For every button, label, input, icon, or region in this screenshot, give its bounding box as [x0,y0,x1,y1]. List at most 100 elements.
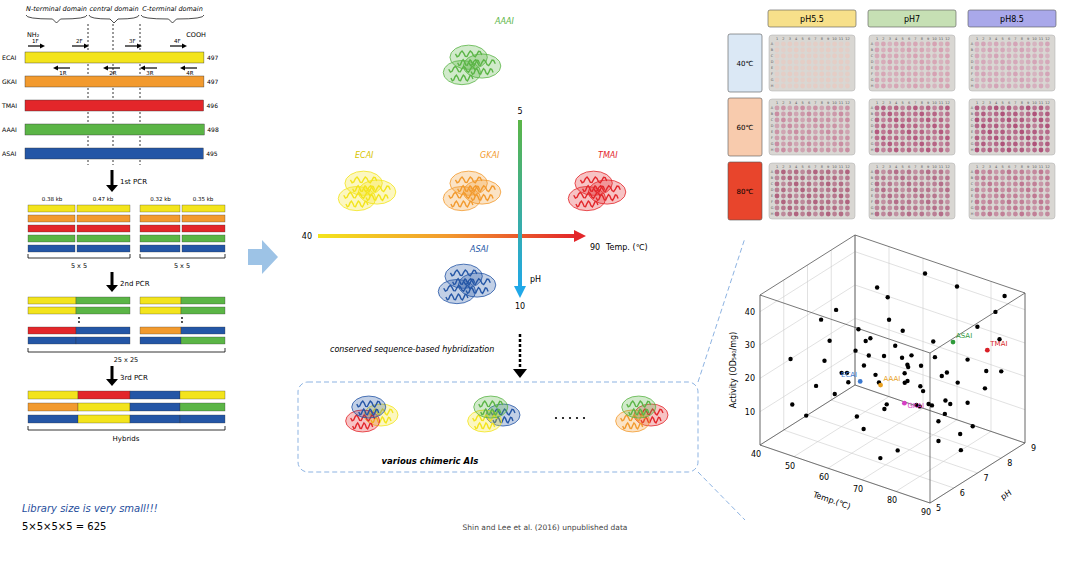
svg-text:E: E [871,66,873,70]
svg-text:ECAI: ECAI [2,54,16,61]
svg-text:1: 1 [976,101,978,105]
svg-text:12: 12 [845,37,849,41]
svg-text:E: E [771,194,773,198]
svg-text:10: 10 [932,101,936,105]
svg-text:H: H [971,84,974,88]
svg-text:A: A [871,106,874,110]
svg-text:3: 3 [989,101,991,105]
svg-text:12: 12 [945,37,949,41]
svg-text:Library size is very small!!!: Library size is very small!!! [22,503,158,514]
svg-text:1: 1 [776,101,778,105]
svg-text:50: 50 [785,462,795,471]
svg-text:1: 1 [976,37,978,41]
svg-text:8: 8 [821,165,823,169]
svg-text:A: A [771,170,774,174]
svg-text:B: B [971,48,974,52]
svg-text:497: 497 [207,54,219,61]
svg-text:7: 7 [814,101,816,105]
svg-text:H: H [871,148,874,152]
svg-text:496: 496 [207,102,219,109]
svg-text:9: 9 [1027,37,1029,41]
svg-text:3: 3 [989,165,991,169]
svg-text:B: B [871,112,874,116]
svg-text:498: 498 [207,126,219,133]
svg-text:5: 5 [801,165,803,169]
svg-text:80: 80 [887,496,897,505]
svg-text:2R: 2R [109,70,116,76]
svg-text:9: 9 [927,37,929,41]
svg-text:0.47 kb: 0.47 kb [93,196,114,202]
svg-text:3rd PCR: 3rd PCR [120,374,148,382]
svg-text:4: 4 [995,101,998,105]
svg-text:2nd PCR: 2nd PCR [120,280,150,288]
svg-text:8: 8 [1007,459,1012,468]
svg-text:ASAI: ASAI [469,245,489,254]
svg-text:F: F [971,136,973,140]
svg-text:7: 7 [1014,37,1016,41]
svg-text:7: 7 [984,474,989,483]
svg-text:GKAI: GKAI [480,151,500,160]
svg-text:D: D [871,60,874,64]
svg-text:B: B [771,176,774,180]
svg-text:GKAI: GKAI [2,78,17,85]
svg-text:4: 4 [895,165,898,169]
svg-text:N-terminal domain: N-terminal domain [26,5,87,13]
svg-text:3: 3 [889,165,891,169]
svg-text:8: 8 [921,165,923,169]
svg-text:60: 60 [819,473,829,482]
svg-text:25 x 25: 25 x 25 [114,356,139,364]
svg-text:TMAI: TMAI [989,340,1007,348]
svg-text:90: 90 [590,243,600,252]
svg-text:various chimeric AIs: various chimeric AIs [382,456,479,466]
svg-text:G: G [871,78,874,82]
svg-text:Hybrids: Hybrids [113,435,140,443]
svg-text:4: 4 [795,101,798,105]
svg-text:Temp.(℃): Temp.(℃) [811,490,852,512]
svg-text:11: 11 [939,37,943,41]
svg-text:D: D [971,188,974,192]
svg-text:F: F [871,200,873,204]
svg-text:C: C [771,182,774,186]
svg-text:70: 70 [853,485,863,494]
svg-text:20: 20 [745,374,755,383]
svg-text:C-terminal domain: C-terminal domain [142,5,203,13]
svg-text:3: 3 [789,101,791,105]
svg-text:A: A [871,42,874,46]
svg-text:0.38 kb: 0.38 kb [42,196,63,202]
svg-text:7: 7 [1014,165,1016,169]
svg-text:AAAI: AAAI [884,375,901,383]
svg-text:AAAI: AAAI [2,126,17,133]
svg-text:ASAI: ASAI [2,150,17,157]
svg-text:10: 10 [832,37,836,41]
svg-text:10: 10 [515,302,525,311]
svg-text:A: A [771,106,774,110]
svg-text:G: G [971,206,974,210]
svg-text:A: A [971,170,974,174]
svg-text:G: G [771,206,774,210]
svg-text:A: A [971,106,974,110]
svg-text:pH: pH [530,275,541,284]
svg-text:0.32 kb: 0.32 kb [150,196,171,202]
svg-text:9: 9 [827,165,829,169]
svg-text:3: 3 [889,37,891,41]
svg-text:Shin and Lee et al. (2016) unp: Shin and Lee et al. (2016) unpublished d… [463,523,628,532]
svg-text:6: 6 [908,165,910,169]
svg-text:10: 10 [1032,101,1036,105]
svg-text:1: 1 [876,101,878,105]
svg-text:B: B [871,48,874,52]
svg-text:2: 2 [982,37,984,41]
svg-text:central domain: central domain [89,5,138,13]
svg-text:1F: 1F [32,38,39,44]
svg-text:E: E [971,66,973,70]
svg-text:2: 2 [782,37,784,41]
svg-text:ECAI: ECAI [841,371,857,379]
svg-text:11: 11 [839,37,843,41]
svg-text:A: A [971,42,974,46]
svg-text:G: G [871,206,874,210]
svg-text:2: 2 [882,101,884,105]
svg-text:G: G [771,78,774,82]
svg-text:9: 9 [1027,165,1029,169]
svg-text:F: F [871,72,873,76]
svg-text:9: 9 [927,101,929,105]
svg-text:F: F [771,200,773,204]
